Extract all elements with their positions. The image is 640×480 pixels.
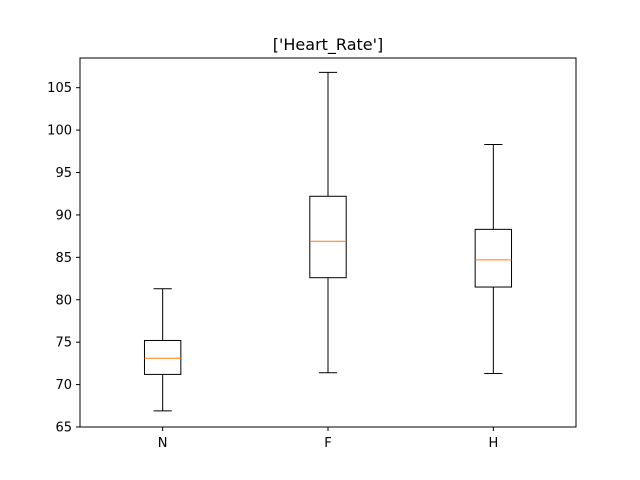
plot-frame [79, 57, 577, 428]
y-axis: 65 70 75 80 85 90 95 100 105 [47, 81, 80, 436]
box-body-F [309, 195, 347, 279]
box-N [143, 288, 182, 412]
plot-area [143, 71, 513, 412]
x-tick-label-F: F [324, 436, 331, 451]
x-tick-label-H: H [488, 436, 498, 451]
box-body-H [474, 228, 513, 288]
box-F [309, 71, 347, 374]
y-tick-label-90: 90 [55, 208, 72, 223]
box-H [474, 144, 513, 375]
box-body-N [143, 339, 182, 375]
y-tick-label-75: 75 [55, 336, 72, 351]
x-tick-label-N: N [158, 436, 168, 451]
y-tick-label-105: 105 [47, 81, 72, 96]
y-tick-label-65: 65 [55, 421, 72, 436]
y-tick-label-85: 85 [55, 251, 72, 266]
y-tick-label-95: 95 [55, 166, 72, 181]
y-tick-label-80: 80 [55, 293, 72, 308]
chart-title: ['Heart_Rate'] [273, 35, 384, 55]
y-tick-label-70: 70 [55, 378, 72, 393]
y-tick-label-100: 100 [47, 124, 72, 139]
